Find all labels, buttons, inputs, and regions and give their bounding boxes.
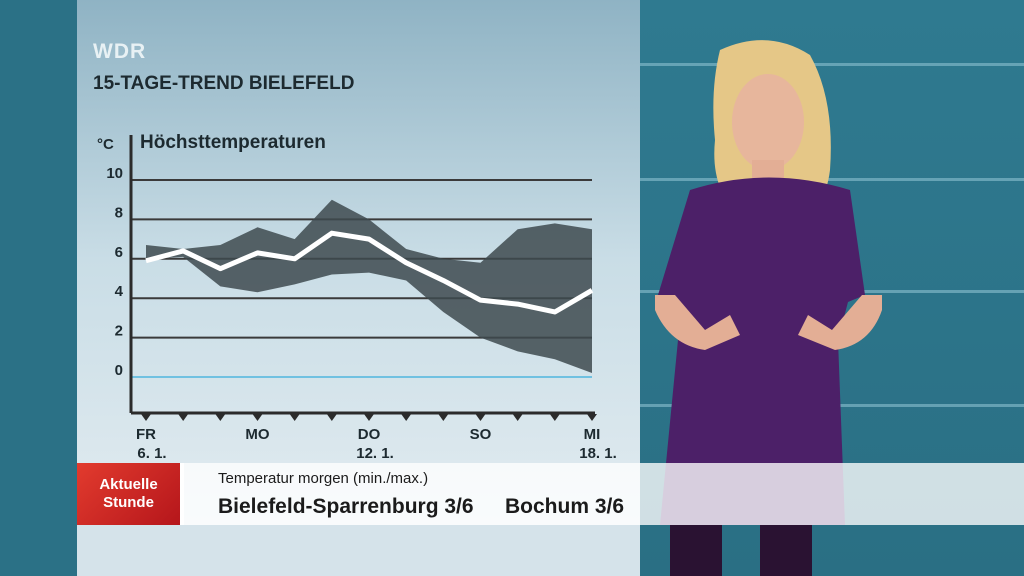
x-tick-label-date: 12. 1.: [356, 445, 394, 462]
x-tick-label-day: MO: [245, 426, 269, 443]
x-tick-label-day: MI: [584, 426, 601, 443]
x-tick-mark: [178, 414, 189, 421]
aktuelle-stunde-logo: Aktuelle Stunde: [77, 463, 184, 525]
left-background: [0, 0, 77, 576]
chart-axes: [129, 135, 597, 421]
x-tick-mark: [252, 414, 263, 421]
y-tick-label: 6: [115, 244, 123, 261]
x-tick-label-day: FR: [136, 426, 156, 443]
x-tick-mark: [326, 414, 337, 421]
badge-line2: Stunde: [103, 494, 154, 511]
y-tick-label: 4: [115, 283, 124, 300]
x-tick-mark: [289, 414, 300, 421]
x-tick-mark: [364, 414, 374, 421]
x-tick-mark: [401, 414, 412, 421]
x-tick-label-date: 6. 1.: [137, 445, 166, 462]
x-tick-mark: [549, 414, 560, 421]
x-tick-mark: [587, 414, 597, 421]
forecast-range-band: [146, 199, 592, 374]
x-tick-mark: [141, 414, 151, 421]
badge-line1: Aktuelle: [99, 476, 158, 493]
wdr-logo: WDR: [93, 40, 147, 63]
page-title: 15-TAGE-TREND BIELEFELD: [93, 73, 355, 94]
x-tick-label-day: DO: [358, 426, 381, 443]
ticker-bar: [77, 463, 1024, 525]
chart-title: Höchsttemperaturen: [140, 132, 326, 153]
y-tick-label: 0: [115, 362, 123, 379]
y-tick-label: 2: [115, 323, 123, 340]
x-tick-mark: [475, 414, 486, 421]
presenter-figure: [655, 40, 882, 576]
x-tick-mark: [215, 414, 226, 421]
x-tick-labels: FR 6. 1. MO DO 12. 1. SO MI 18. 1.: [136, 426, 617, 462]
ticker-city-2: Bochum 3/6: [505, 495, 625, 518]
x-tick-label-date: 18. 1.: [579, 445, 617, 462]
series-line: [145, 230, 594, 315]
panel-bottom: [77, 525, 640, 576]
y-tick-labels: 0 2 4 6 8 10: [106, 165, 123, 379]
y-tick-label: 10: [106, 165, 123, 182]
y-unit-label: °C: [97, 136, 114, 153]
x-tick-mark: [438, 414, 449, 421]
x-tick-mark: [512, 414, 523, 421]
ticker-subtitle: Temperatur morgen (min./max.): [218, 470, 429, 487]
y-tick-label: 8: [115, 204, 123, 221]
x-tick-label-day: SO: [470, 426, 492, 443]
ticker-city-1: Bielefeld-Sparrenburg 3/6: [218, 495, 474, 518]
temperature-chart: 0 2 4 6 8 10 FR 6. 1. MO DO 12. 1. SO MI 18. 1. °C H…: [97, 132, 617, 462]
